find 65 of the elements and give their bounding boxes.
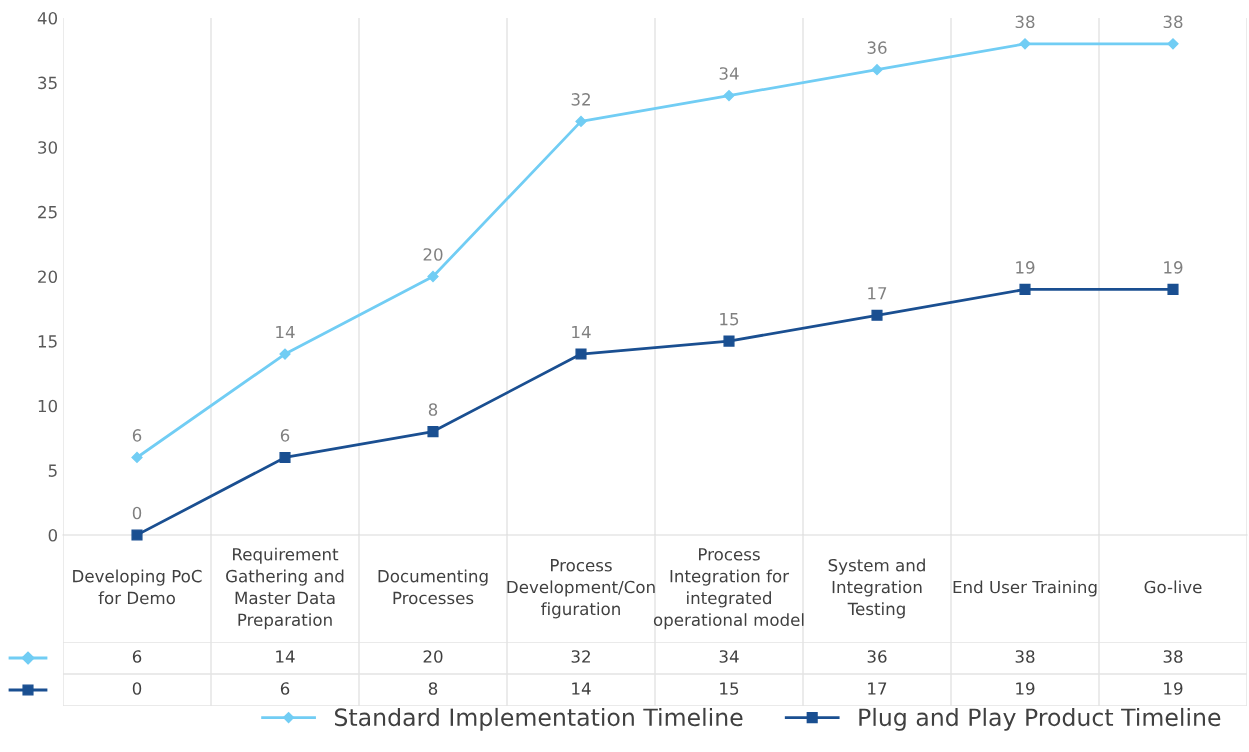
y-tick-label: 25 (38, 205, 57, 219)
data-label: 19 (1016, 682, 1035, 695)
point (1167, 283, 1179, 295)
x-tick-label: End User Training (953, 580, 1097, 597)
y-tick-label: 40 (37, 11, 58, 25)
data-label: 6 (132, 650, 142, 663)
x-tick-label: System and Integration Testing (828, 558, 925, 619)
annotation: 15 (720, 313, 739, 326)
x-tick-label: Process Development/Con figuration (507, 559, 655, 619)
annotation: 38 (1015, 15, 1035, 29)
data-label: 15 (720, 682, 739, 695)
data-label: 8 (428, 682, 438, 695)
annotation: 36 (867, 41, 887, 54)
point (871, 64, 883, 76)
point (131, 451, 143, 464)
x-tick-label: Requirement Gathering and Master Data Preparation (226, 547, 344, 630)
data-label: 17 (868, 682, 887, 695)
y-tick-label: 35 (38, 76, 57, 90)
point (575, 348, 587, 360)
annotation: 19 (1164, 261, 1183, 274)
point (723, 335, 735, 347)
data-label: 32 (571, 650, 590, 663)
annotation: 8 (428, 403, 438, 416)
data-label: 0 (132, 682, 142, 695)
legend-label: Plug and Play Product Timeline (859, 707, 1221, 731)
y-tick-label: 5 (48, 464, 57, 477)
y-tick-label: 0 (48, 528, 58, 542)
annotation: 0 (132, 506, 142, 520)
data-label: 38 (1163, 650, 1183, 663)
data-label: 36 (867, 650, 887, 663)
data-label: 14 (276, 650, 295, 663)
annotation: 6 (280, 429, 290, 442)
annotation: 32 (571, 93, 590, 106)
point (723, 89, 735, 102)
point (1019, 283, 1031, 295)
x-tick-label: Developing PoC for Demo (73, 569, 202, 605)
annotation: 38 (1163, 15, 1183, 29)
y-tick-label: 15 (38, 335, 57, 348)
annotation: 6 (132, 429, 142, 442)
data-label: 6 (280, 682, 290, 695)
point (1167, 38, 1179, 50)
data-label: 34 (719, 650, 739, 663)
point (871, 309, 883, 321)
point (427, 270, 439, 283)
annotation: 14 (276, 325, 295, 339)
annotation: 17 (868, 287, 887, 300)
x-tick-label: Go-live (1144, 580, 1202, 594)
y-tick-label: 10 (38, 399, 58, 413)
annotation: 19 (1016, 261, 1035, 274)
data-label: 19 (1164, 682, 1183, 695)
data-label: 14 (572, 682, 591, 695)
annotation: 34 (719, 67, 739, 80)
legend-label: Standard Implementation Timeline (334, 707, 743, 731)
point (575, 115, 587, 128)
annotation: 14 (572, 325, 591, 339)
y-tick-label: 30 (38, 141, 58, 154)
point (1019, 38, 1031, 50)
point (131, 529, 143, 541)
annotation: 20 (423, 248, 443, 261)
point (279, 451, 291, 464)
data-label: 38 (1015, 650, 1035, 663)
x-tick-label: Documenting Processes (378, 569, 488, 605)
point (427, 426, 439, 438)
data-label: 20 (423, 650, 443, 663)
y-tick-label: 20 (38, 270, 58, 284)
